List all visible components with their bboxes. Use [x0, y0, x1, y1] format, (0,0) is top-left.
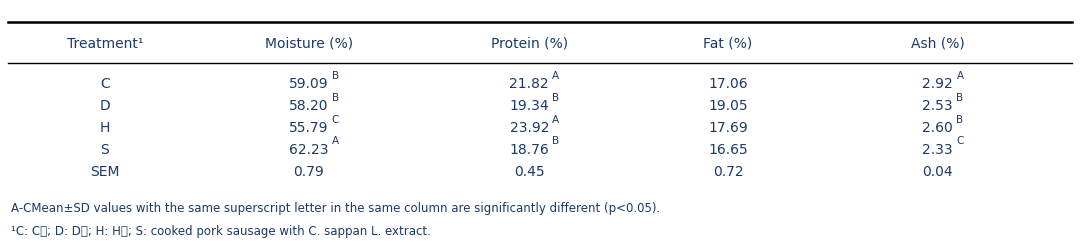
Text: B: B — [552, 136, 559, 146]
Text: 0.72: 0.72 — [713, 165, 743, 179]
Text: Moisture (%): Moisture (%) — [265, 37, 353, 51]
Text: C: C — [957, 136, 963, 146]
Text: A: A — [552, 114, 559, 125]
Text: C: C — [100, 77, 110, 91]
Text: A: A — [957, 71, 963, 81]
Text: B: B — [332, 93, 339, 103]
Text: 18.76: 18.76 — [510, 143, 549, 157]
Text: B: B — [957, 93, 963, 103]
Text: H: H — [99, 121, 110, 135]
Text: 0.79: 0.79 — [294, 165, 324, 179]
Text: B: B — [552, 93, 559, 103]
Text: B: B — [957, 114, 963, 125]
Text: 19.05: 19.05 — [708, 99, 747, 113]
Text: 2.92: 2.92 — [922, 77, 953, 91]
Text: 0.04: 0.04 — [922, 165, 953, 179]
Text: SEM: SEM — [90, 165, 120, 179]
Text: A: A — [552, 71, 559, 81]
Text: 58.20: 58.20 — [289, 99, 328, 113]
Text: 16.65: 16.65 — [708, 143, 748, 157]
Text: 2.60: 2.60 — [922, 121, 953, 135]
Text: 21.82: 21.82 — [510, 77, 549, 91]
Text: B: B — [332, 71, 339, 81]
Text: 17.69: 17.69 — [708, 121, 748, 135]
Text: 0.45: 0.45 — [514, 165, 544, 179]
Text: 62.23: 62.23 — [289, 143, 328, 157]
Text: 23.92: 23.92 — [510, 121, 549, 135]
Text: 19.34: 19.34 — [510, 99, 549, 113]
Text: D: D — [99, 99, 110, 113]
Text: A-CMean±SD values with the same superscript letter in the same column are signif: A-CMean±SD values with the same superscr… — [12, 202, 661, 215]
Text: S: S — [100, 143, 109, 157]
Text: Fat (%): Fat (%) — [703, 37, 753, 51]
Text: 2.33: 2.33 — [922, 143, 953, 157]
Text: Ash (%): Ash (%) — [910, 37, 964, 51]
Text: Protein (%): Protein (%) — [490, 37, 568, 51]
Text: 59.09: 59.09 — [289, 77, 328, 91]
Text: ¹C: C사; D: D사; H: H사; S: cooked pork sausage with C. sappan L. extract.: ¹C: C사; D: D사; H: H사; S: cooked pork sau… — [12, 225, 431, 238]
Text: 17.06: 17.06 — [708, 77, 747, 91]
Text: 55.79: 55.79 — [289, 121, 328, 135]
Text: 2.53: 2.53 — [922, 99, 953, 113]
Text: Treatment¹: Treatment¹ — [67, 37, 143, 51]
Text: C: C — [332, 114, 339, 125]
Text: A: A — [332, 136, 339, 146]
